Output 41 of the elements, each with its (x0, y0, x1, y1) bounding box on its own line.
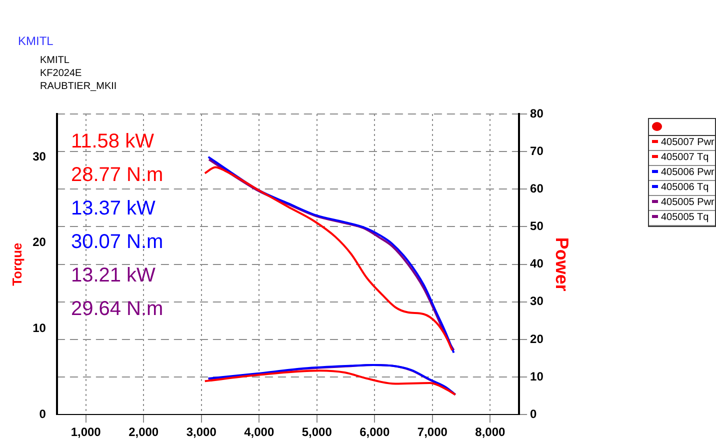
annotation: 13.21 kW (70, 264, 156, 287)
legend-label: 405006 Pwr (649, 166, 715, 181)
x-tick-label: 4,000 (244, 425, 274, 440)
annotation: 28.77 N.m (70, 164, 164, 186)
annotation: 11.58 kW (70, 130, 154, 153)
y-tick-label: 0 (39, 406, 46, 421)
x-tick-label: 6,000 (360, 425, 390, 440)
legend-label: 405007 Tq (649, 151, 715, 166)
y-tick-label: 30 (32, 149, 46, 164)
y2-tick-label: 10 (530, 369, 544, 384)
legend-label: 405006 Tq (649, 181, 715, 196)
y2-tick-label: 40 (530, 256, 544, 271)
annotation: 29.64 N.m (70, 298, 164, 320)
legend-label: 405005 Pwr (649, 196, 715, 211)
y-tick-label: 10 (32, 321, 46, 336)
text: KF2024E (40, 67, 83, 80)
text: RAUBTIER_MKII (40, 80, 117, 93)
y-tick-label: 20 (32, 235, 46, 250)
y2-tick-label: 70 (530, 144, 544, 158)
line-series (204, 370, 456, 396)
x-tick-label: 2,000 (128, 425, 159, 440)
annotation: 30.07 N.m (70, 231, 164, 254)
annotation: 13.37 kW (70, 198, 156, 220)
legend-label: 405005 Tq (649, 211, 715, 226)
x-tick-label: 3,000 (186, 425, 217, 440)
text: KMITL (40, 54, 70, 67)
x-tick-label: 8,000 (475, 425, 506, 440)
x-tick-label: 5,000 (302, 425, 332, 440)
y2-tick-label: 50 (530, 219, 544, 234)
y2-tick-label: 0 (530, 406, 538, 421)
line-series (207, 364, 456, 396)
chart-title: KMITL (18, 34, 54, 48)
y2-tick-label: 60 (530, 181, 544, 196)
y2-tick-label: 20 (530, 332, 544, 346)
legend-label: 405007 Pwr (649, 136, 715, 151)
y2-tick-label: 80 (530, 106, 544, 120)
y2-tick-label: 30 (530, 294, 544, 308)
y-axis-title: Torque (9, 242, 24, 286)
x-tick-label: 1,000 (70, 425, 102, 440)
x-tick-label: 7,000 (417, 425, 448, 440)
y2-axis-title: Power (552, 237, 572, 292)
